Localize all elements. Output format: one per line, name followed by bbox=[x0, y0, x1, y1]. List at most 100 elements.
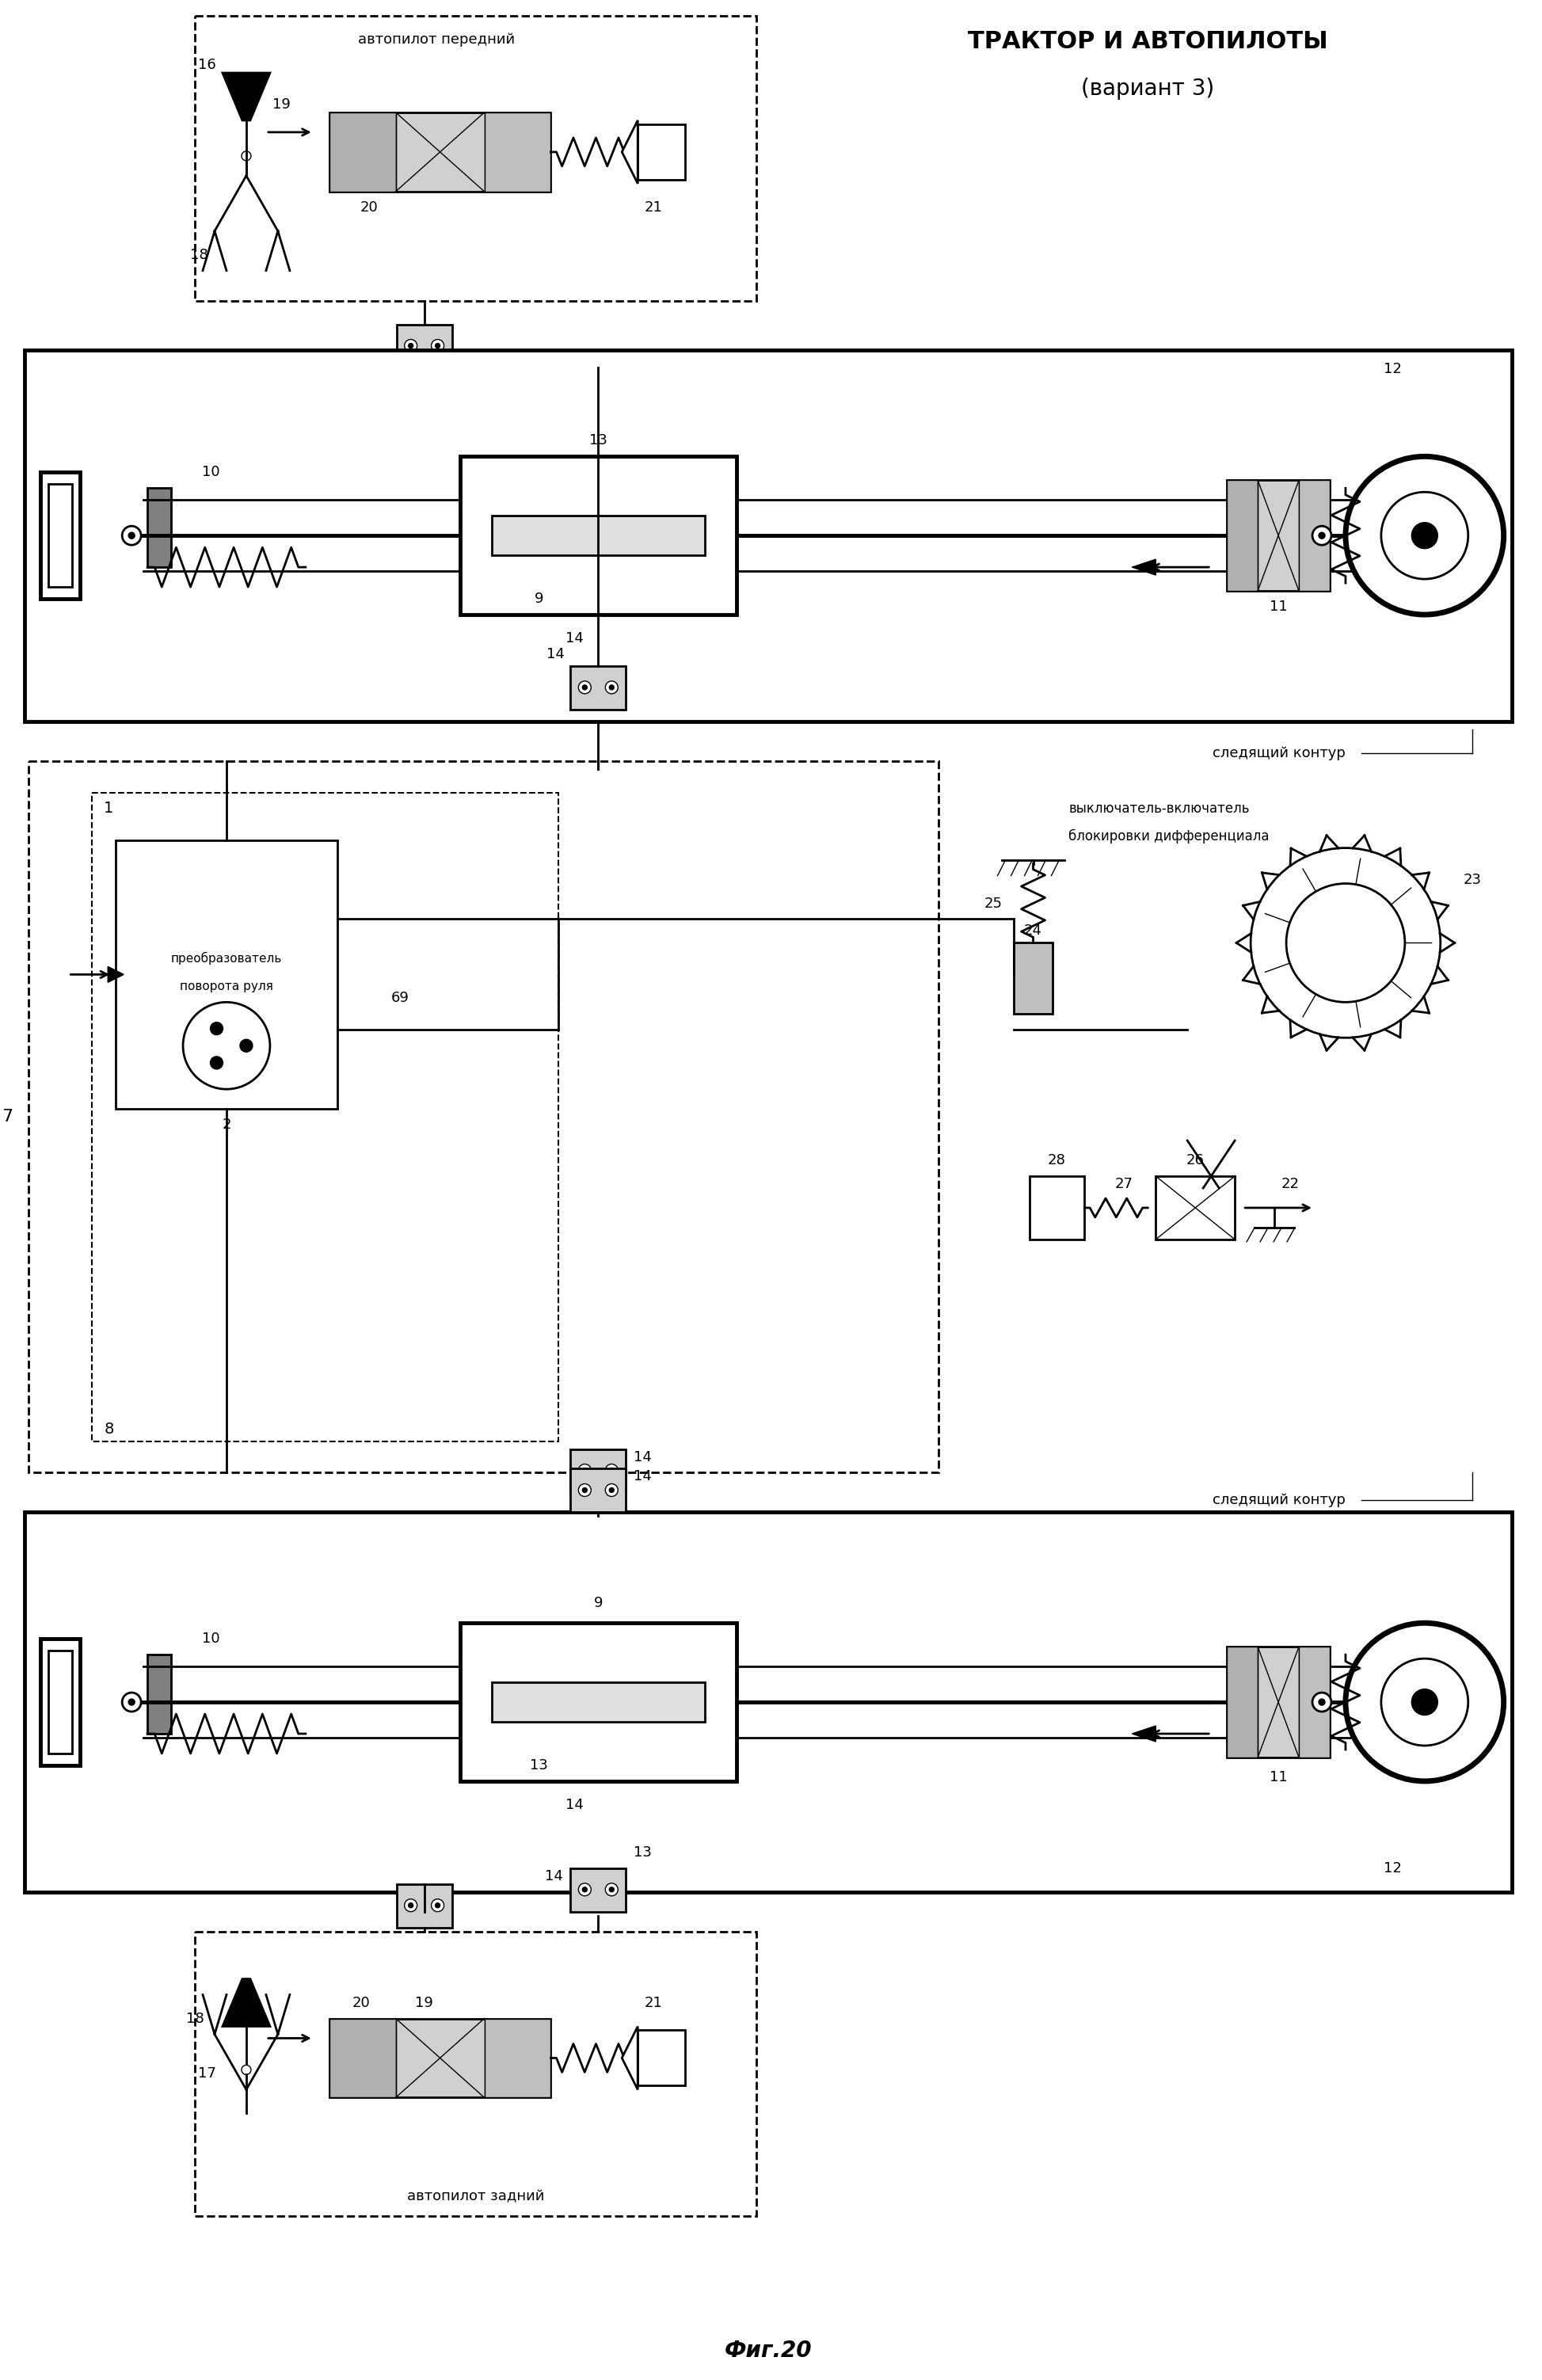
Circle shape bbox=[242, 2066, 251, 2075]
Text: 10: 10 bbox=[202, 1633, 219, 1647]
Text: следящий контур: следящий контур bbox=[1212, 745, 1346, 759]
Bar bbox=[492, 1683, 705, 1721]
Text: 25: 25 bbox=[984, 897, 1002, 912]
Circle shape bbox=[1382, 1659, 1468, 1745]
Text: 12: 12 bbox=[1385, 362, 1402, 376]
Text: 13: 13 bbox=[530, 1759, 547, 1773]
Text: 11: 11 bbox=[1269, 1771, 1288, 1785]
Bar bbox=[330, 2018, 550, 2097]
Text: 14: 14 bbox=[566, 1797, 583, 1811]
Text: выключатель-включатель: выключатель-включатель bbox=[1069, 802, 1249, 816]
Text: 14: 14 bbox=[544, 1868, 563, 1883]
Bar bbox=[40, 1640, 80, 1766]
Circle shape bbox=[432, 1899, 444, 1911]
Circle shape bbox=[606, 681, 618, 693]
Bar bbox=[638, 124, 685, 178]
Bar bbox=[1258, 1647, 1298, 1756]
Bar bbox=[1258, 481, 1298, 590]
Polygon shape bbox=[621, 121, 638, 183]
Polygon shape bbox=[1132, 559, 1156, 576]
Polygon shape bbox=[621, 2025, 638, 2090]
Circle shape bbox=[435, 343, 439, 347]
Text: 24: 24 bbox=[1024, 923, 1042, 938]
Bar bbox=[1156, 1176, 1235, 1240]
Text: 22: 22 bbox=[1281, 1178, 1300, 1192]
Bar bbox=[396, 324, 452, 369]
Text: 18: 18 bbox=[187, 2011, 204, 2025]
Text: 13: 13 bbox=[634, 1844, 652, 1859]
Circle shape bbox=[1318, 533, 1325, 538]
Bar bbox=[330, 112, 550, 190]
Text: 17: 17 bbox=[197, 2066, 216, 2080]
Circle shape bbox=[210, 1057, 224, 1069]
Circle shape bbox=[583, 1887, 588, 1892]
Text: поворота руля: поворота руля bbox=[180, 981, 273, 992]
Bar bbox=[492, 516, 705, 555]
Text: 11: 11 bbox=[1269, 600, 1288, 614]
Polygon shape bbox=[108, 966, 123, 983]
Circle shape bbox=[1312, 1692, 1331, 1711]
Bar bbox=[330, 112, 396, 190]
Circle shape bbox=[210, 1023, 224, 1035]
Bar bbox=[638, 2030, 685, 2085]
Circle shape bbox=[409, 343, 413, 347]
Circle shape bbox=[128, 533, 134, 538]
Text: блокировки дифференциала: блокировки дифференциала bbox=[1069, 828, 1269, 843]
Circle shape bbox=[1411, 1690, 1437, 1716]
Text: 14: 14 bbox=[634, 1449, 652, 1464]
Polygon shape bbox=[1132, 1726, 1156, 1742]
Bar bbox=[194, 17, 757, 300]
Text: следящий контур: следящий контур bbox=[1212, 1492, 1346, 1507]
Circle shape bbox=[409, 1904, 413, 1909]
Circle shape bbox=[432, 340, 444, 352]
Text: 12: 12 bbox=[1385, 1861, 1402, 1875]
Bar bbox=[48, 483, 72, 588]
Bar bbox=[194, 1933, 757, 2216]
Text: 28: 28 bbox=[1049, 1154, 1066, 1169]
Text: 20: 20 bbox=[359, 200, 378, 214]
Bar bbox=[1013, 942, 1053, 1014]
Bar bbox=[571, 666, 626, 709]
Text: 21: 21 bbox=[645, 1994, 663, 2009]
Text: 14: 14 bbox=[547, 647, 564, 662]
Polygon shape bbox=[222, 74, 270, 121]
Text: ТРАКТОР И АВТОПИЛОТЫ: ТРАКТОР И АВТОПИЛОТЫ bbox=[968, 31, 1328, 52]
Text: 16: 16 bbox=[197, 57, 216, 71]
Bar bbox=[571, 1468, 626, 1511]
Text: 18: 18 bbox=[190, 248, 208, 262]
Circle shape bbox=[435, 1904, 439, 1909]
Circle shape bbox=[1312, 526, 1331, 545]
Bar bbox=[1227, 1647, 1329, 1756]
Circle shape bbox=[122, 1692, 140, 1711]
Bar bbox=[460, 1623, 737, 1780]
Bar bbox=[484, 112, 550, 190]
Bar bbox=[93, 793, 558, 1442]
Text: 1: 1 bbox=[103, 802, 114, 816]
Bar bbox=[148, 488, 171, 566]
Bar bbox=[1298, 1647, 1329, 1756]
Circle shape bbox=[1286, 883, 1405, 1002]
Circle shape bbox=[183, 1002, 270, 1090]
Bar bbox=[25, 1511, 1511, 1892]
Text: 20: 20 bbox=[352, 1994, 370, 2009]
Bar bbox=[40, 471, 80, 600]
Circle shape bbox=[128, 1699, 134, 1704]
Circle shape bbox=[583, 1488, 588, 1492]
Bar bbox=[330, 2018, 396, 2097]
Circle shape bbox=[583, 685, 588, 690]
Circle shape bbox=[1346, 457, 1503, 614]
Circle shape bbox=[241, 1040, 253, 1052]
Circle shape bbox=[1346, 1623, 1503, 1780]
Bar bbox=[571, 1449, 626, 1492]
Circle shape bbox=[242, 152, 251, 162]
Text: 9: 9 bbox=[535, 593, 543, 607]
Bar bbox=[1298, 481, 1329, 590]
Circle shape bbox=[1318, 1699, 1325, 1704]
Text: (вариант 3): (вариант 3) bbox=[1081, 79, 1215, 100]
Circle shape bbox=[578, 1483, 591, 1497]
Text: 2: 2 bbox=[222, 1119, 231, 1133]
Bar bbox=[25, 350, 1511, 721]
Text: 26: 26 bbox=[1186, 1154, 1204, 1169]
Bar bbox=[148, 1654, 171, 1733]
Circle shape bbox=[606, 1464, 618, 1476]
